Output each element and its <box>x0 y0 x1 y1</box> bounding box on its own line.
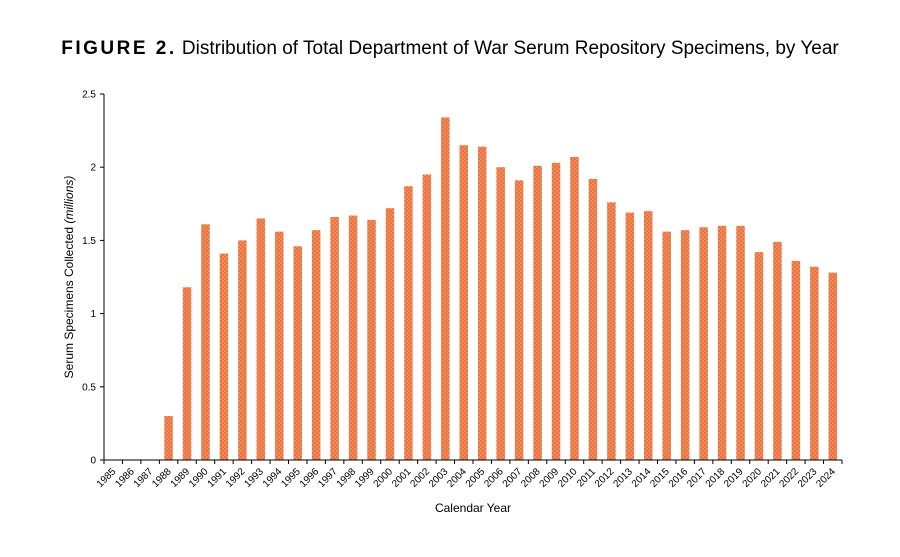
bar-2002 <box>422 174 432 460</box>
x-tick-label: 2019 <box>722 466 746 490</box>
bar-2007 <box>514 180 524 460</box>
x-tick-label: 1992 <box>224 466 248 490</box>
x-tick-label: 1998 <box>335 466 359 490</box>
x-tick-label: 2021 <box>759 466 783 490</box>
x-tick-label: 2005 <box>464 466 488 490</box>
bar-2024 <box>828 272 838 460</box>
x-tick-label: 2023 <box>796 466 820 490</box>
y-tick-label: 1 <box>90 309 96 320</box>
bar-2009 <box>551 162 561 460</box>
x-tick-label: 1985 <box>95 466 119 490</box>
bar-2018 <box>717 225 727 460</box>
bar-2021 <box>773 241 782 460</box>
bar-2020 <box>754 252 764 460</box>
bar-1989 <box>182 287 192 460</box>
bar-1998 <box>348 215 358 460</box>
x-tick-label: 2017 <box>685 466 709 490</box>
x-tick-label: 1999 <box>353 466 377 490</box>
figure-label: FIGURE 2. <box>61 38 177 59</box>
y-tick-label: 2.5 <box>82 90 96 101</box>
x-tick-label: 2011 <box>575 466 598 489</box>
bar-2014 <box>644 211 653 460</box>
x-axis-title: Calendar Year <box>435 501 511 515</box>
x-tick-label: 2009 <box>538 466 562 490</box>
x-tick-label: 2010 <box>556 466 580 490</box>
bar-2012 <box>607 202 616 460</box>
bar-2006 <box>496 167 505 460</box>
x-tick-label: 1986 <box>113 466 137 490</box>
bars-group <box>164 117 838 461</box>
x-tick-label: 2007 <box>501 466 525 490</box>
x-tick-label: 1997 <box>316 466 340 490</box>
x-tick-label: 1994 <box>261 466 285 490</box>
bar-2017 <box>699 227 708 460</box>
bar-2015 <box>662 231 671 460</box>
x-tick-label: 2012 <box>593 466 617 490</box>
bar-2004 <box>459 145 469 461</box>
bar-2013 <box>625 212 635 460</box>
x-tick-label: 2014 <box>630 466 654 490</box>
y-axis-title: Serum Specimens Collected (millions) <box>62 176 76 379</box>
x-tick-label: 1987 <box>132 466 156 490</box>
x-tick-label: 2001 <box>390 466 414 490</box>
bar-1996 <box>311 230 321 460</box>
bar-1997 <box>330 216 339 460</box>
y-axis-title-main: Serum Specimens Collected <box>62 224 76 379</box>
bar-1994 <box>275 231 284 460</box>
bar-2005 <box>477 146 487 460</box>
y-tick-label: 0 <box>90 456 96 467</box>
bar-2011 <box>588 178 598 460</box>
y-axis-title-unit: (millions) <box>62 176 76 224</box>
bar-1988 <box>164 416 173 460</box>
bar-1995 <box>293 246 302 460</box>
x-tick-label: 2024 <box>814 466 838 490</box>
bar-2022 <box>791 260 801 460</box>
figure-title: FIGURE 2. Distribution of Total Departme… <box>0 38 900 60</box>
x-axis-ticks: 1985198619871988198919901991199219931994… <box>95 460 843 490</box>
bar-1992 <box>238 240 247 460</box>
x-tick-label: 2016 <box>667 466 691 490</box>
bar-1991 <box>219 253 229 460</box>
figure-title-text: Distribution of Total Department of War … <box>181 38 839 59</box>
x-tick-label: 1995 <box>279 466 303 490</box>
bar-2003 <box>441 117 450 461</box>
x-tick-label: 2006 <box>482 466 506 490</box>
x-tick-label: 2000 <box>372 466 396 490</box>
bar-2001 <box>404 186 413 461</box>
bar-1990 <box>201 224 210 460</box>
x-tick-label: 2008 <box>519 466 543 490</box>
x-tick-label: 2013 <box>611 466 635 490</box>
x-tick-label: 1990 <box>187 466 211 490</box>
y-tick-label: 1.5 <box>82 236 96 247</box>
x-tick-label: 1993 <box>242 466 266 490</box>
x-tick-label: 1991 <box>206 466 230 490</box>
bar-1999 <box>367 219 376 460</box>
x-tick-label: 2004 <box>445 466 469 490</box>
bar-1993 <box>256 218 266 460</box>
y-axis-ticks: 0 0.5 1 1.5 2 2.5 <box>82 90 104 467</box>
x-tick-label: 1988 <box>150 466 174 490</box>
y-tick-label: 0.5 <box>82 382 96 393</box>
x-tick-label: 2003 <box>427 466 451 490</box>
y-tick-label: 2 <box>90 163 96 174</box>
bar-2010 <box>570 156 579 460</box>
bar-2008 <box>533 165 542 461</box>
x-tick-label: 1996 <box>298 466 322 490</box>
x-tick-label: 2022 <box>777 466 801 490</box>
x-tick-label: 2015 <box>648 466 672 490</box>
bar-2000 <box>385 208 395 460</box>
x-tick-label: 2002 <box>408 466 432 490</box>
bar-2016 <box>680 230 690 460</box>
x-tick-label: 1989 <box>169 466 193 490</box>
x-tick-label: 2018 <box>704 466 728 490</box>
bar-2019 <box>736 225 745 460</box>
x-tick-label: 2020 <box>741 466 765 490</box>
bar-2023 <box>810 266 819 460</box>
